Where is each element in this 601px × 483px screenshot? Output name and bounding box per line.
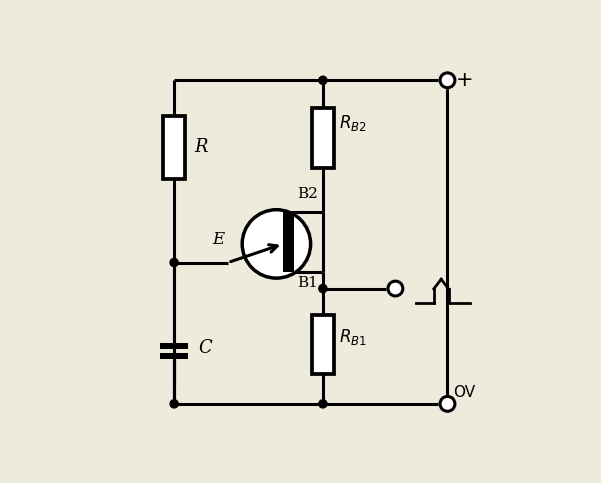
Text: $R_{B1}$: $R_{B1}$ xyxy=(338,327,367,347)
Text: B2: B2 xyxy=(297,187,319,201)
Text: E: E xyxy=(212,231,224,248)
Circle shape xyxy=(319,284,327,293)
Circle shape xyxy=(319,76,327,85)
Text: +: + xyxy=(456,70,473,90)
Text: $R_{B2}$: $R_{B2}$ xyxy=(338,113,366,133)
Circle shape xyxy=(242,210,311,278)
Circle shape xyxy=(440,73,455,88)
FancyBboxPatch shape xyxy=(163,115,185,179)
Circle shape xyxy=(440,397,455,412)
Circle shape xyxy=(170,258,178,267)
Circle shape xyxy=(170,400,178,408)
FancyBboxPatch shape xyxy=(312,314,334,374)
Text: OV: OV xyxy=(453,385,475,400)
FancyBboxPatch shape xyxy=(160,343,188,349)
Circle shape xyxy=(388,281,403,296)
FancyBboxPatch shape xyxy=(283,213,293,272)
FancyBboxPatch shape xyxy=(160,353,188,359)
Text: B1: B1 xyxy=(297,275,319,289)
FancyBboxPatch shape xyxy=(312,108,334,168)
Text: C: C xyxy=(198,339,212,357)
Text: R: R xyxy=(195,138,208,156)
Circle shape xyxy=(319,400,327,408)
